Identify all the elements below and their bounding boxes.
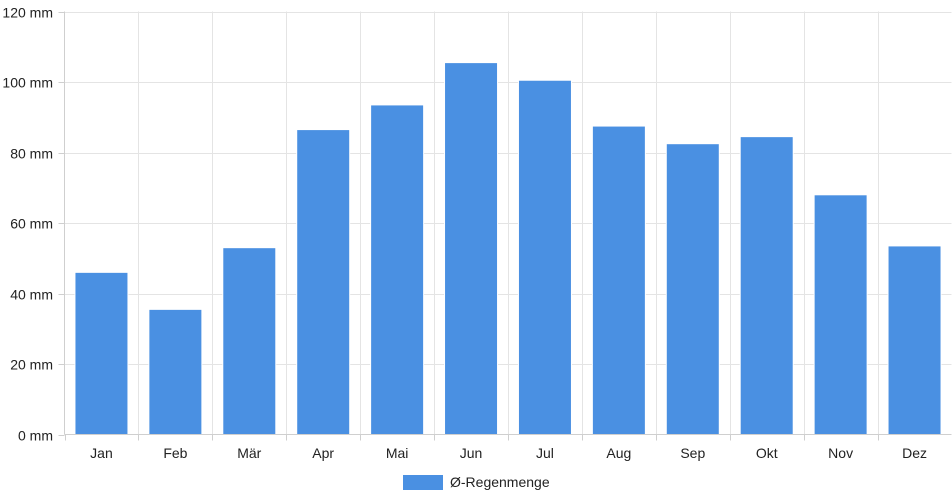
legend-swatch[interactable] (403, 475, 443, 490)
x-tick-label: Jan (90, 445, 113, 461)
x-tick-label: Feb (163, 445, 187, 461)
chart-legend[interactable]: Ø-Regenmenge (403, 474, 550, 490)
bar-mär[interactable] (222, 247, 277, 435)
y-tick-label: 120 mm (2, 5, 53, 21)
bar-jul[interactable] (517, 79, 572, 436)
y-tick-label: 20 mm (10, 357, 53, 373)
bar-dez[interactable] (887, 245, 942, 435)
x-tick-label: Aug (606, 445, 631, 461)
x-axis-tick-labels: Jan Feb Mär Apr Mai Jun Jul Aug Sep Okt Nov Dez (90, 445, 927, 461)
bar-mai[interactable] (370, 104, 425, 435)
bar-aug[interactable] (591, 125, 646, 435)
bar-nov[interactable] (813, 194, 868, 435)
bar-okt[interactable] (739, 136, 794, 435)
x-tick-label: Dez (902, 445, 927, 461)
legend-label[interactable]: Ø-Regenmenge (450, 474, 550, 490)
y-tick-label: 100 mm (2, 75, 53, 91)
x-tick-label: Okt (756, 445, 778, 461)
y-axis-tick-labels: 0 mm 20 mm 40 mm 60 mm 80 mm 100 mm 120 mm (2, 5, 53, 444)
bar-feb[interactable] (148, 308, 203, 435)
y-tick-label: 60 mm (10, 216, 53, 232)
bar-sep[interactable] (665, 143, 720, 435)
x-tick-label: Sep (680, 445, 705, 461)
x-tick-label: Apr (312, 445, 334, 461)
x-tick-label: Mai (386, 445, 409, 461)
x-tick-label: Nov (828, 445, 853, 461)
x-tick-label: Jun (460, 445, 483, 461)
chart-bars (74, 62, 942, 436)
chart-grid (64, 11, 952, 435)
bar-jan[interactable] (74, 271, 129, 435)
bar-jun[interactable] (444, 62, 499, 436)
chart-axes (58, 11, 952, 441)
y-tick-label: 40 mm (10, 287, 53, 303)
y-tick-label: 80 mm (10, 146, 53, 162)
x-tick-label: Mär (237, 445, 261, 461)
bar-apr[interactable] (296, 129, 351, 435)
y-tick-label: 0 mm (18, 428, 53, 444)
x-tick-label: Jul (536, 445, 554, 461)
